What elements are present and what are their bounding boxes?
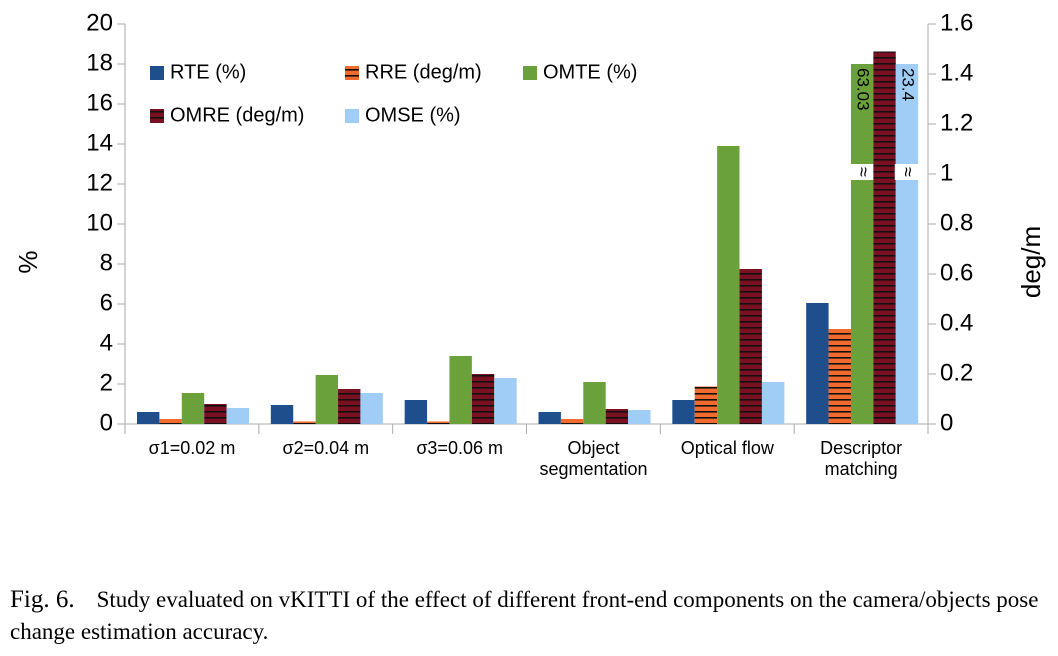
bar: [404, 400, 428, 424]
bar: [538, 412, 561, 424]
caption-label: Fig. 6.: [10, 586, 75, 613]
bar: [226, 408, 249, 424]
legend-label: RTE (%): [170, 61, 246, 83]
value-label: 63.03: [854, 68, 873, 111]
y-tick-label: 10: [86, 209, 113, 236]
legend-swatch: [150, 66, 164, 80]
bar: [181, 393, 205, 424]
legend-label: RRE (deg/m): [365, 61, 482, 83]
legend-label: OMSE (%): [365, 104, 461, 126]
bar: [315, 375, 339, 424]
bar: [427, 421, 450, 424]
x-tick-label: σ1=0.02 m: [148, 438, 236, 458]
y2-tick-label: 1.4: [940, 59, 973, 86]
legend-swatch: [345, 109, 359, 123]
bar: [293, 421, 316, 424]
bar: [895, 64, 919, 424]
break-glyph: ≈: [853, 167, 873, 177]
y-tick-label: 20: [86, 9, 113, 36]
bar: [270, 405, 294, 424]
legend-swatch: [523, 66, 537, 80]
chart: % deg/m 0 2 4 6 8 10 12 14 16 18 20 0 0.2 0.4 0.6 0.8 1 1…: [13, 9, 1046, 436]
legend-swatch: [345, 66, 359, 80]
x-tick-label: σ2=0.04 m: [282, 438, 370, 458]
bar: [471, 374, 495, 424]
bar-break: [894, 164, 920, 180]
bar: [494, 378, 517, 424]
y-tick-label: 0: [100, 409, 113, 436]
legend-swatch: [150, 109, 164, 123]
y2-axis-label: deg/m: [1016, 226, 1046, 298]
bar: [628, 410, 651, 424]
bar: [850, 64, 874, 424]
y-tick-label: 4: [100, 329, 113, 356]
bar: [694, 386, 718, 424]
x-tick-label: Object segmentation: [539, 438, 648, 479]
y-tick-label: 14: [86, 129, 113, 156]
bar: [605, 409, 629, 424]
y2-tick-label: 0.6: [940, 259, 973, 286]
bar: [828, 329, 851, 424]
y-axis-label: %: [13, 250, 43, 273]
x-tick-label: σ3=0.06 m: [416, 438, 503, 458]
y2-tick-label: 0.4: [940, 309, 973, 336]
bar: [761, 382, 785, 424]
bar: [449, 356, 472, 424]
break-glyph: ≈: [898, 167, 918, 177]
bar: [672, 400, 695, 424]
y-tick-label: 18: [86, 49, 113, 76]
bar: [583, 382, 606, 424]
y-tick-label: 16: [86, 89, 113, 116]
caption-text: Study evaluated on vKITTI of the effect …: [10, 587, 1039, 644]
y2-tick-label: 0: [940, 409, 953, 436]
value-label: 23.4: [898, 68, 917, 101]
bar: [204, 404, 227, 424]
y-tick-label: 12: [86, 169, 113, 196]
bar-break: [849, 164, 875, 180]
y2-tick-label: 1: [940, 159, 953, 186]
x-tick-label: Optical flow: [680, 438, 774, 458]
y-tick-label: 8: [100, 249, 113, 276]
y-tick-label: 6: [100, 289, 113, 316]
caption: Fig. 6. Study evaluated on vKITTI of the …: [10, 584, 1054, 648]
y2-tick-label: 1.2: [940, 109, 973, 136]
y2-tick-label: 0.8: [940, 209, 973, 236]
bar: [159, 419, 182, 424]
bar: [806, 303, 829, 424]
legend-label: OMTE (%): [543, 61, 637, 83]
bar: [739, 269, 762, 424]
bar: [137, 412, 160, 424]
bar: [360, 393, 383, 424]
bar: [560, 419, 584, 424]
legend-label: OMRE (deg/m): [170, 104, 304, 126]
y2-tick-label: 1.6: [940, 9, 973, 36]
y-tick-label: 2: [100, 369, 113, 396]
bar: [338, 389, 361, 424]
bar: [717, 146, 740, 424]
bar: [873, 51, 896, 424]
y2-tick-label: 0.2: [940, 359, 973, 386]
x-tick-label: Descriptor matching: [820, 438, 903, 479]
